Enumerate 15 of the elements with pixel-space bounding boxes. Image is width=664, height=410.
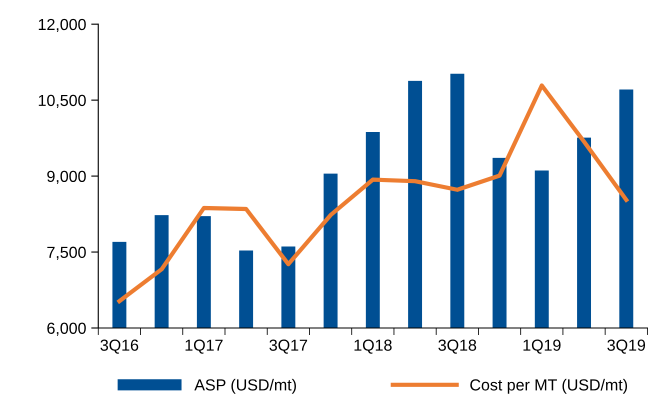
x-tick-label: 1Q18 <box>354 340 392 354</box>
x-tick-label: 3Q17 <box>269 340 308 354</box>
y-tick-label: 10,500 <box>38 94 86 108</box>
y-tick-label: 9,000 <box>47 170 86 184</box>
line-series <box>117 83 628 304</box>
x-tick-label: 3Q16 <box>100 340 138 354</box>
legend-label: ASP (USD/mt) <box>194 378 296 394</box>
y-tick-label: 12,000 <box>38 18 86 32</box>
y-tick-label: 7,500 <box>47 246 86 260</box>
x-tick-label: 1Q19 <box>523 340 561 354</box>
y-tick-label: 6,000 <box>47 322 86 336</box>
x-tick-label: 3Q19 <box>607 340 646 354</box>
x-tick-label: 1Q17 <box>186 340 223 354</box>
legend-label: Cost per MT (USD/mt) <box>470 378 628 394</box>
x-tick-label: 3Q18 <box>438 340 476 354</box>
